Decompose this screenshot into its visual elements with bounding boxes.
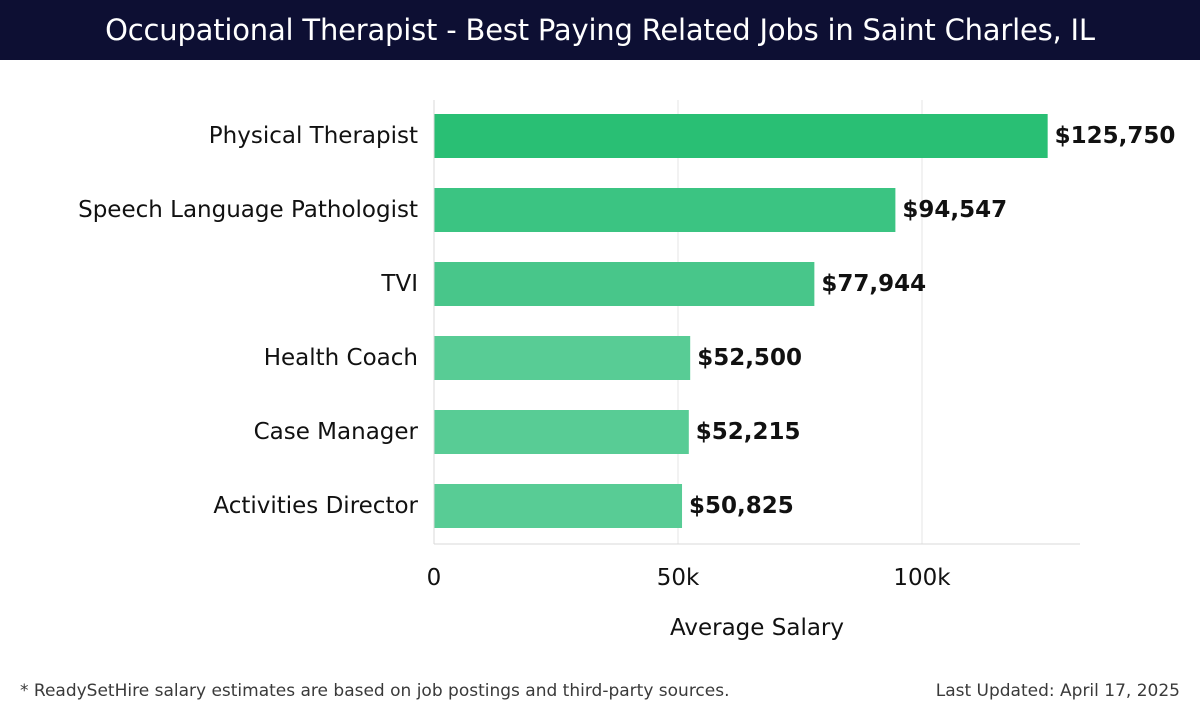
x-axis-title: Average Salary [670, 615, 844, 641]
bar [434, 262, 815, 306]
value-label: $94,547 [902, 197, 1007, 223]
category-label: Health Coach [264, 345, 418, 371]
x-tick-label: 50k [657, 565, 700, 591]
chart-title-bar: Occupational Therapist - Best Paying Rel… [0, 0, 1200, 60]
last-updated: Last Updated: April 17, 2025 [935, 681, 1180, 701]
value-label: $125,750 [1055, 123, 1176, 149]
category-label: TVI [380, 271, 418, 297]
chart-title: Occupational Therapist - Best Paying Rel… [105, 13, 1095, 47]
bar [434, 336, 691, 380]
category-label: Speech Language Pathologist [78, 197, 418, 223]
bar [434, 484, 683, 528]
salary-bar-chart: Physical Therapist $125,750 Speech Languag… [78, 100, 1176, 641]
footer-note: * ReadySetHire salary estimates are base… [20, 681, 730, 701]
bar [434, 410, 689, 454]
category-label: Activities Director [213, 493, 418, 519]
value-label: $52,215 [696, 419, 801, 445]
bar [434, 188, 896, 232]
category-label: Case Manager [254, 419, 419, 445]
x-tick-label: 0 [427, 565, 442, 591]
bar [434, 114, 1048, 158]
value-label: $52,500 [697, 345, 802, 371]
value-label: $50,825 [689, 493, 794, 519]
x-tick-label: 100k [893, 565, 951, 591]
value-label: $77,944 [821, 271, 926, 297]
category-label: Physical Therapist [209, 123, 418, 149]
